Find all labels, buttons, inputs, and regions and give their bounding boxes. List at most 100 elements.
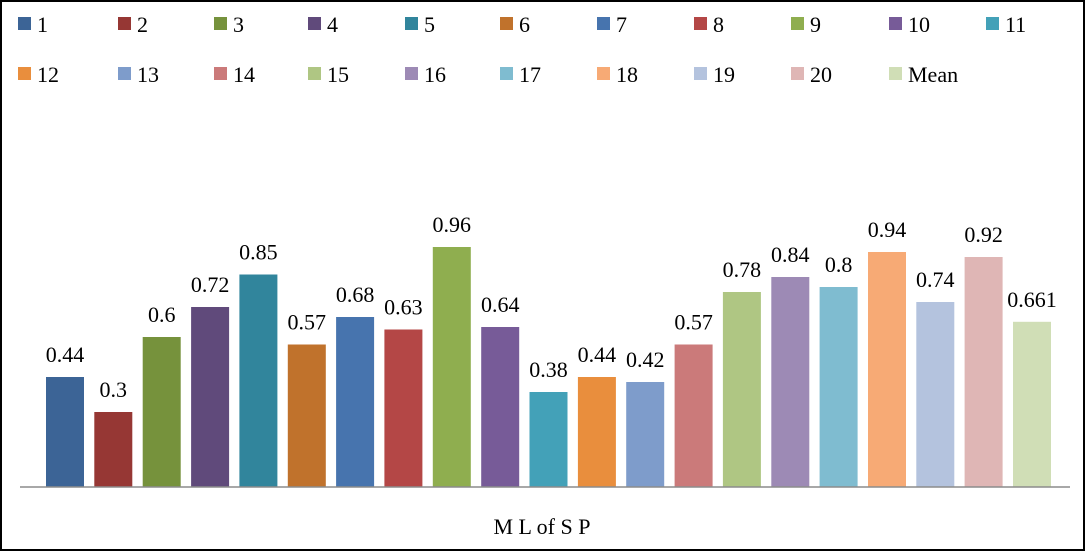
legend-item-7: 7 <box>597 12 627 37</box>
bar-10 <box>481 327 520 487</box>
data-label-20: 0.92 <box>964 222 1003 247</box>
legend-label-16: 16 <box>424 62 446 87</box>
legend-item-2: 2 <box>118 12 148 37</box>
data-label-5: 0.85 <box>239 240 278 265</box>
data-label-15: 0.78 <box>723 257 762 282</box>
data-label-8: 0.63 <box>384 295 423 320</box>
legend-swatch-6 <box>500 17 513 30</box>
legend-item-5: 5 <box>405 12 435 37</box>
data-label-19: 0.74 <box>916 267 955 292</box>
legend-swatch-4 <box>308 17 321 30</box>
legend-item-15: 15 <box>308 62 349 87</box>
bar-3 <box>142 337 181 487</box>
data-label-14: 0.57 <box>674 310 713 335</box>
legend-item-19: 19 <box>694 62 735 87</box>
x-axis-title: M L of S P <box>494 514 591 539</box>
legend-label-14: 14 <box>233 62 255 87</box>
legend-item-10: 10 <box>889 12 930 37</box>
bar-16 <box>771 277 810 487</box>
legend-label-19: 19 <box>713 62 735 87</box>
legend-label-2: 2 <box>137 12 148 37</box>
legend-swatch-14 <box>214 67 227 80</box>
legend-label-4: 4 <box>327 12 338 37</box>
legend-swatch-3 <box>214 17 227 30</box>
legend-swatch-20 <box>791 67 804 80</box>
bar-18 <box>868 252 906 487</box>
legend-label-9: 9 <box>810 12 821 37</box>
legend-swatch-12 <box>18 67 31 80</box>
data-label-3: 0.6 <box>148 302 176 327</box>
bar-14 <box>674 344 713 487</box>
bar-13 <box>626 382 665 487</box>
data-label-13: 0.42 <box>626 347 665 372</box>
legend-swatch-mean <box>889 67 902 80</box>
legend-swatch-5 <box>405 17 418 30</box>
data-label-9: 0.96 <box>433 212 472 237</box>
legend-swatch-16 <box>405 67 418 80</box>
bar-8 <box>384 329 423 487</box>
legend-label-7: 7 <box>616 12 627 37</box>
legend-item-6: 6 <box>500 12 530 37</box>
bar-15 <box>722 292 761 487</box>
legend-label-3: 3 <box>233 12 244 37</box>
legend-label-17: 17 <box>519 62 541 87</box>
data-label-6: 0.57 <box>288 310 327 335</box>
bar-6 <box>287 344 326 487</box>
legend-swatch-13 <box>118 67 131 80</box>
legend-item-17: 17 <box>500 62 541 87</box>
legend-swatch-9 <box>791 17 804 30</box>
legend-swatch-19 <box>694 67 707 80</box>
legend-label-11: 11 <box>1005 12 1026 37</box>
legend-item-12: 12 <box>18 62 59 87</box>
legend-label-5: 5 <box>424 12 435 37</box>
data-label-mean: 0.661 <box>1007 287 1057 312</box>
legend-item-18: 18 <box>597 62 638 87</box>
legend-label-13: 13 <box>137 62 159 87</box>
legend-item-8: 8 <box>694 12 724 37</box>
legend-swatch-2 <box>118 17 131 30</box>
bar-20 <box>964 257 1003 487</box>
legend-label-20: 20 <box>810 62 832 87</box>
legend-label-18: 18 <box>616 62 638 87</box>
legend-swatch-10 <box>889 17 902 30</box>
legend-label-1: 1 <box>37 12 48 37</box>
data-label-10: 0.64 <box>481 292 520 317</box>
legend-label-12: 12 <box>37 62 59 87</box>
data-label-12: 0.44 <box>578 342 617 367</box>
legend-swatch-8 <box>694 17 707 30</box>
data-label-1: 0.44 <box>46 342 85 367</box>
legend-item-11: 11 <box>986 12 1026 37</box>
data-label-7: 0.68 <box>336 282 375 307</box>
legend-swatch-15 <box>308 67 321 80</box>
data-label-17: 0.8 <box>825 252 853 277</box>
data-label-2: 0.3 <box>100 377 128 402</box>
legend-item-4: 4 <box>308 12 338 37</box>
legend-label-10: 10 <box>908 12 930 37</box>
bar-mean <box>1013 321 1051 488</box>
bar-9 <box>432 247 471 487</box>
data-label-18: 0.94 <box>868 217 907 242</box>
bar-7 <box>336 317 375 487</box>
legend-swatch-11 <box>986 17 999 30</box>
data-label-11: 0.38 <box>529 357 568 382</box>
bar-2 <box>94 412 133 487</box>
legend-label-8: 8 <box>713 12 724 37</box>
legend-label-15: 15 <box>327 62 349 87</box>
legend-item-20: 20 <box>791 62 832 87</box>
bar-12 <box>577 377 616 487</box>
legend-item-9: 9 <box>791 12 821 37</box>
bar-17 <box>819 287 858 487</box>
legend-item-mean: Mean <box>889 62 958 87</box>
bars-group <box>46 247 1051 488</box>
legend-item-16: 16 <box>405 62 446 87</box>
legend-label-6: 6 <box>519 12 530 37</box>
legend-item-14: 14 <box>214 62 255 87</box>
bar-4 <box>191 307 230 487</box>
legend-swatch-18 <box>597 67 610 80</box>
bar-1 <box>46 377 84 487</box>
bar-19 <box>916 302 955 487</box>
legend-item-1: 1 <box>18 12 48 37</box>
legend-label-mean: Mean <box>908 62 958 87</box>
